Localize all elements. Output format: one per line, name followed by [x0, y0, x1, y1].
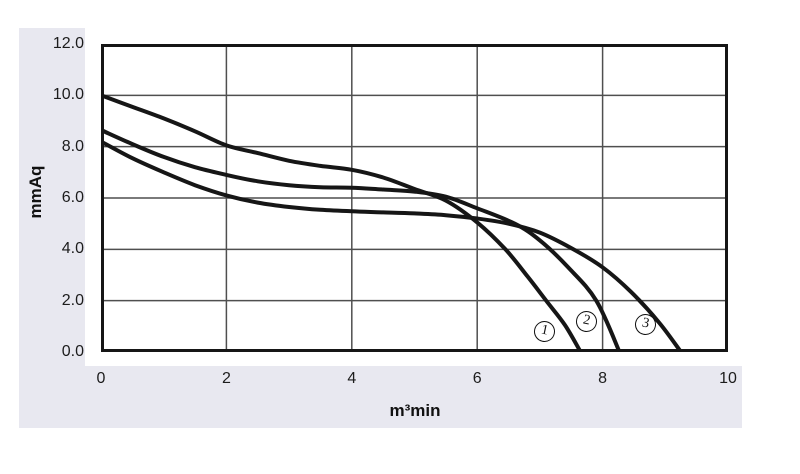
curve-3: [101, 139, 683, 352]
x-tick-label: 6: [472, 370, 482, 387]
y-tick-label: 6.0: [61, 189, 84, 206]
y-tick-label: 0.0: [61, 343, 84, 360]
y-tick-label: 4.0: [61, 240, 84, 258]
plot-area: [101, 44, 728, 352]
x-tick-label: 10: [719, 370, 737, 387]
x-tick-label: 2: [221, 370, 231, 387]
plot-region: [101, 44, 728, 352]
y-tick-label: 8.0: [61, 137, 84, 155]
y-tick-label: 10.0: [52, 86, 84, 104]
curve-2: [101, 128, 622, 352]
x-tick-label: 8: [598, 370, 608, 387]
y-axis-title: mmAq: [26, 165, 45, 219]
x-axis-title: m³min: [389, 401, 441, 420]
x-axis-background-panel: [19, 366, 742, 428]
plot-frame: [101, 44, 728, 352]
y-tick-label: 12.0: [52, 35, 84, 52]
x-tick-label: 4: [347, 370, 357, 387]
y-axis-background-panel: [19, 28, 85, 428]
y-tick-label: 2.0: [61, 291, 84, 309]
curve-1: [101, 93, 583, 352]
x-tick-label: 0: [96, 370, 106, 387]
